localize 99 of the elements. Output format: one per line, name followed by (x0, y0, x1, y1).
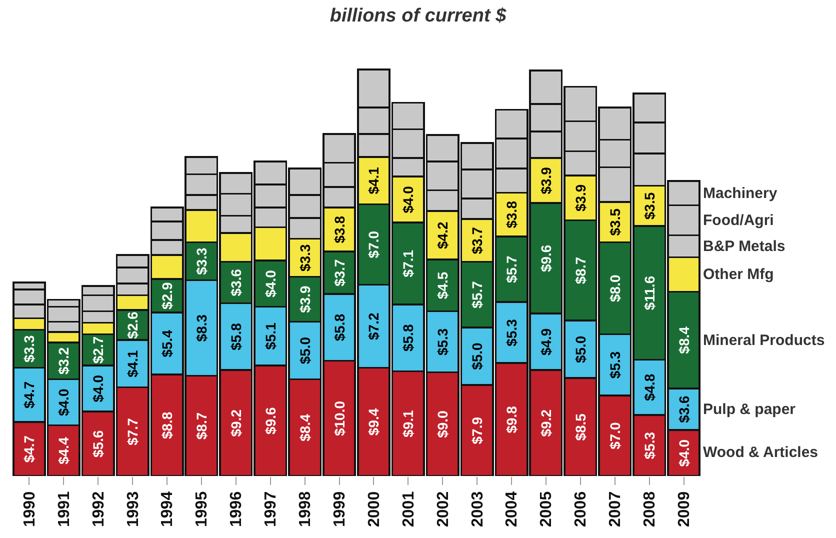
data-label: $8.0 (606, 274, 623, 302)
x-tick-label: 1993 (124, 491, 142, 527)
data-label: $5.7 (469, 280, 486, 308)
series-label: Mineral Products (703, 332, 825, 349)
data-label: $3.9 (538, 166, 554, 194)
data-label: $5.4 (159, 330, 176, 358)
data-label: $5.7 (504, 256, 520, 283)
data-label: $9.6 (538, 244, 554, 272)
data-label: $7.9 (469, 416, 486, 444)
series-label: Wood & Articles (703, 444, 818, 461)
x-tick-label: 2003 (469, 491, 486, 527)
data-label: $5.6 (90, 430, 106, 458)
series-label: Food/Agri (703, 212, 774, 229)
x-tick-label: 1992 (90, 491, 108, 527)
data-label: $5.3 (434, 328, 451, 356)
data-label: $4.9 (538, 328, 554, 356)
x-tick-label: 1998 (297, 491, 314, 527)
data-label: $5.0 (469, 342, 486, 370)
data-label: $9.1 (400, 410, 416, 438)
data-label: $8.5 (572, 413, 588, 441)
data-label: $9.0 (434, 410, 451, 438)
x-tick-label: 1999 (331, 491, 348, 527)
series-label: Machinery (703, 185, 778, 202)
series-label: Other Mfg (703, 266, 774, 283)
data-label: $3.2 (56, 347, 72, 375)
x-tick-label: 1995 (194, 491, 211, 527)
data-label: $3.8 (331, 216, 348, 244)
data-label: $5.3 (641, 432, 658, 460)
x-tick-label: 1991 (56, 491, 73, 527)
data-label: $5.3 (606, 351, 623, 379)
data-label: $4.1 (366, 166, 382, 194)
x-tick-label: 1994 (159, 491, 176, 527)
data-label: $7.0 (366, 230, 382, 258)
data-label: $5.0 (572, 336, 588, 364)
x-tick-label: 1997 (262, 491, 280, 527)
data-label: $4.0 (400, 186, 416, 214)
data-label: $9.6 (262, 406, 278, 434)
data-label: $4.7 (21, 381, 38, 409)
data-label: $8.4 (676, 326, 692, 354)
x-tick-label: 2009 (676, 491, 693, 527)
data-label: $10.0 (331, 400, 348, 436)
data-label: $9.2 (228, 409, 244, 437)
data-label: $3.9 (572, 184, 588, 212)
x-tick-label: 2000 (366, 491, 383, 527)
data-label: $3.3 (296, 244, 313, 272)
data-label: $3.5 (606, 208, 623, 236)
data-label: $5.3 (504, 318, 520, 346)
x-tick-label: 2004 (504, 491, 521, 527)
data-label: $2.6 (124, 311, 141, 339)
x-tick-label: 1990 (21, 491, 38, 527)
data-label: $8.7 (572, 256, 588, 284)
data-label: $7.0 (606, 422, 623, 450)
data-label: $3.5 (641, 192, 658, 220)
series-label: B&P Metals (703, 238, 786, 255)
chart-subtitle: billions of current $ (330, 5, 507, 26)
data-label: $3.7 (331, 258, 348, 286)
data-label: $4.8 (641, 374, 658, 402)
data-label: $5.8 (400, 324, 416, 352)
data-label: $5.1 (262, 322, 278, 350)
data-label: $4.0 (262, 270, 278, 298)
x-tick-label: 2007 (607, 491, 624, 527)
data-label: $9.2 (538, 409, 554, 437)
data-label: $4.7 (21, 435, 38, 463)
data-label: $8.7 (193, 412, 210, 440)
data-label: $3.7 (469, 226, 486, 254)
data-label: $3.3 (21, 334, 38, 362)
data-label: $7.7 (124, 418, 141, 446)
data-label: $3.9 (296, 285, 313, 313)
data-label: $4.0 (56, 388, 72, 416)
x-tick-label: 2005 (538, 491, 556, 527)
data-label: $4.5 (434, 272, 451, 300)
data-label: $4.0 (676, 439, 692, 467)
x-tick-label: 2002 (434, 491, 452, 527)
data-label: $9.4 (366, 408, 382, 436)
data-label: $3.3 (193, 247, 210, 275)
data-label: $7.1 (400, 250, 416, 278)
data-label: $5.0 (296, 336, 313, 364)
x-tick-label: 2006 (572, 491, 590, 527)
data-label: $3.6 (228, 268, 244, 296)
data-label: $2.7 (90, 336, 106, 364)
x-tick-label: 2001 (400, 491, 418, 527)
x-tick-label: 2008 (642, 491, 659, 527)
data-label: $3.8 (504, 200, 520, 228)
data-label: $4.4 (56, 436, 72, 464)
series-label: Pulp & paper (703, 401, 796, 418)
x-tick-label: 1996 (228, 491, 246, 527)
data-label: $11.6 (641, 276, 658, 310)
data-label: $2.9 (159, 282, 176, 310)
data-label: $8.4 (296, 414, 313, 442)
data-label: $4.0 (90, 374, 106, 402)
data-label: $5.8 (331, 314, 348, 342)
data-label: $9.8 (504, 406, 520, 434)
data-label: $4.2 (434, 222, 451, 249)
data-label: $7.2 (366, 312, 382, 340)
data-label: $8.3 (193, 314, 210, 342)
data-label: $3.6 (676, 395, 692, 423)
data-label: $5.8 (228, 322, 244, 350)
data-label: $4.1 (124, 350, 141, 378)
data-label: $8.8 (159, 412, 176, 440)
